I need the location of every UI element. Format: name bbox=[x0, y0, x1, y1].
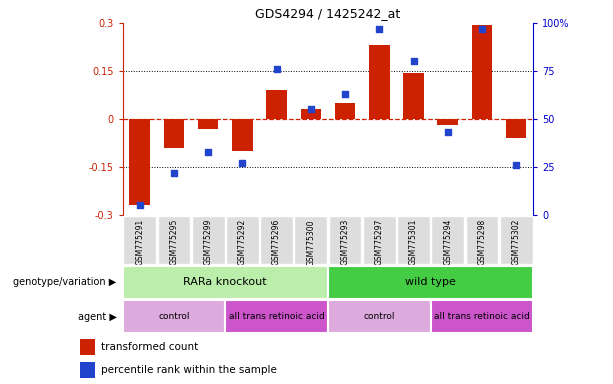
Title: GDS4294 / 1425242_at: GDS4294 / 1425242_at bbox=[256, 7, 400, 20]
Text: transformed count: transformed count bbox=[101, 342, 199, 352]
Text: percentile rank within the sample: percentile rank within the sample bbox=[101, 365, 277, 375]
Bar bbox=[506, 119, 527, 138]
FancyBboxPatch shape bbox=[226, 216, 259, 264]
Bar bbox=[471, 25, 492, 119]
Bar bbox=[80, 362, 95, 378]
Bar bbox=[403, 73, 424, 119]
Text: GSM775302: GSM775302 bbox=[512, 219, 520, 265]
FancyBboxPatch shape bbox=[329, 216, 362, 264]
FancyBboxPatch shape bbox=[328, 266, 533, 299]
Text: all trans retinoic acid: all trans retinoic acid bbox=[229, 312, 324, 321]
Text: control: control bbox=[158, 312, 189, 321]
Point bbox=[135, 202, 145, 209]
FancyBboxPatch shape bbox=[226, 300, 328, 333]
Point bbox=[511, 162, 521, 168]
FancyBboxPatch shape bbox=[328, 300, 430, 333]
Point bbox=[237, 160, 247, 166]
Bar bbox=[164, 119, 184, 148]
Text: all trans retinoic acid: all trans retinoic acid bbox=[434, 312, 530, 321]
Bar bbox=[232, 119, 253, 151]
Point bbox=[409, 58, 419, 65]
FancyBboxPatch shape bbox=[430, 300, 533, 333]
FancyBboxPatch shape bbox=[397, 216, 430, 264]
Point bbox=[204, 149, 213, 155]
Text: GSM775295: GSM775295 bbox=[169, 219, 178, 265]
Point bbox=[477, 26, 487, 32]
Text: RARa knockout: RARa knockout bbox=[183, 277, 267, 287]
Text: control: control bbox=[364, 312, 395, 321]
FancyBboxPatch shape bbox=[260, 216, 293, 264]
Point bbox=[375, 26, 384, 32]
Text: GSM775301: GSM775301 bbox=[409, 219, 418, 265]
Text: genotype/variation ▶: genotype/variation ▶ bbox=[13, 277, 116, 287]
Text: GSM775291: GSM775291 bbox=[135, 219, 144, 265]
Text: GSM775297: GSM775297 bbox=[375, 219, 384, 265]
Text: GSM775292: GSM775292 bbox=[238, 219, 247, 265]
Bar bbox=[438, 119, 458, 126]
Text: GSM775294: GSM775294 bbox=[443, 219, 452, 265]
Point bbox=[443, 129, 452, 136]
FancyBboxPatch shape bbox=[294, 216, 327, 264]
Bar bbox=[129, 119, 150, 205]
Point bbox=[306, 106, 316, 113]
FancyBboxPatch shape bbox=[192, 216, 224, 264]
Text: GSM775298: GSM775298 bbox=[478, 219, 487, 265]
FancyBboxPatch shape bbox=[123, 266, 328, 299]
Text: GSM775293: GSM775293 bbox=[341, 219, 349, 265]
Text: agent ▶: agent ▶ bbox=[78, 312, 116, 322]
Bar bbox=[300, 109, 321, 119]
FancyBboxPatch shape bbox=[465, 216, 498, 264]
FancyBboxPatch shape bbox=[363, 216, 396, 264]
Bar bbox=[335, 103, 356, 119]
Point bbox=[169, 170, 179, 176]
FancyBboxPatch shape bbox=[432, 216, 464, 264]
FancyBboxPatch shape bbox=[123, 216, 156, 264]
FancyBboxPatch shape bbox=[500, 216, 533, 264]
Point bbox=[340, 91, 350, 97]
Point bbox=[272, 66, 281, 72]
Text: GSM775296: GSM775296 bbox=[272, 219, 281, 265]
Text: GSM775300: GSM775300 bbox=[306, 219, 315, 265]
Bar bbox=[369, 45, 389, 119]
Bar bbox=[198, 119, 218, 129]
Text: GSM775299: GSM775299 bbox=[204, 219, 213, 265]
Bar bbox=[80, 339, 95, 355]
Text: wild type: wild type bbox=[405, 277, 456, 287]
Bar bbox=[266, 90, 287, 119]
FancyBboxPatch shape bbox=[123, 300, 226, 333]
FancyBboxPatch shape bbox=[158, 216, 191, 264]
